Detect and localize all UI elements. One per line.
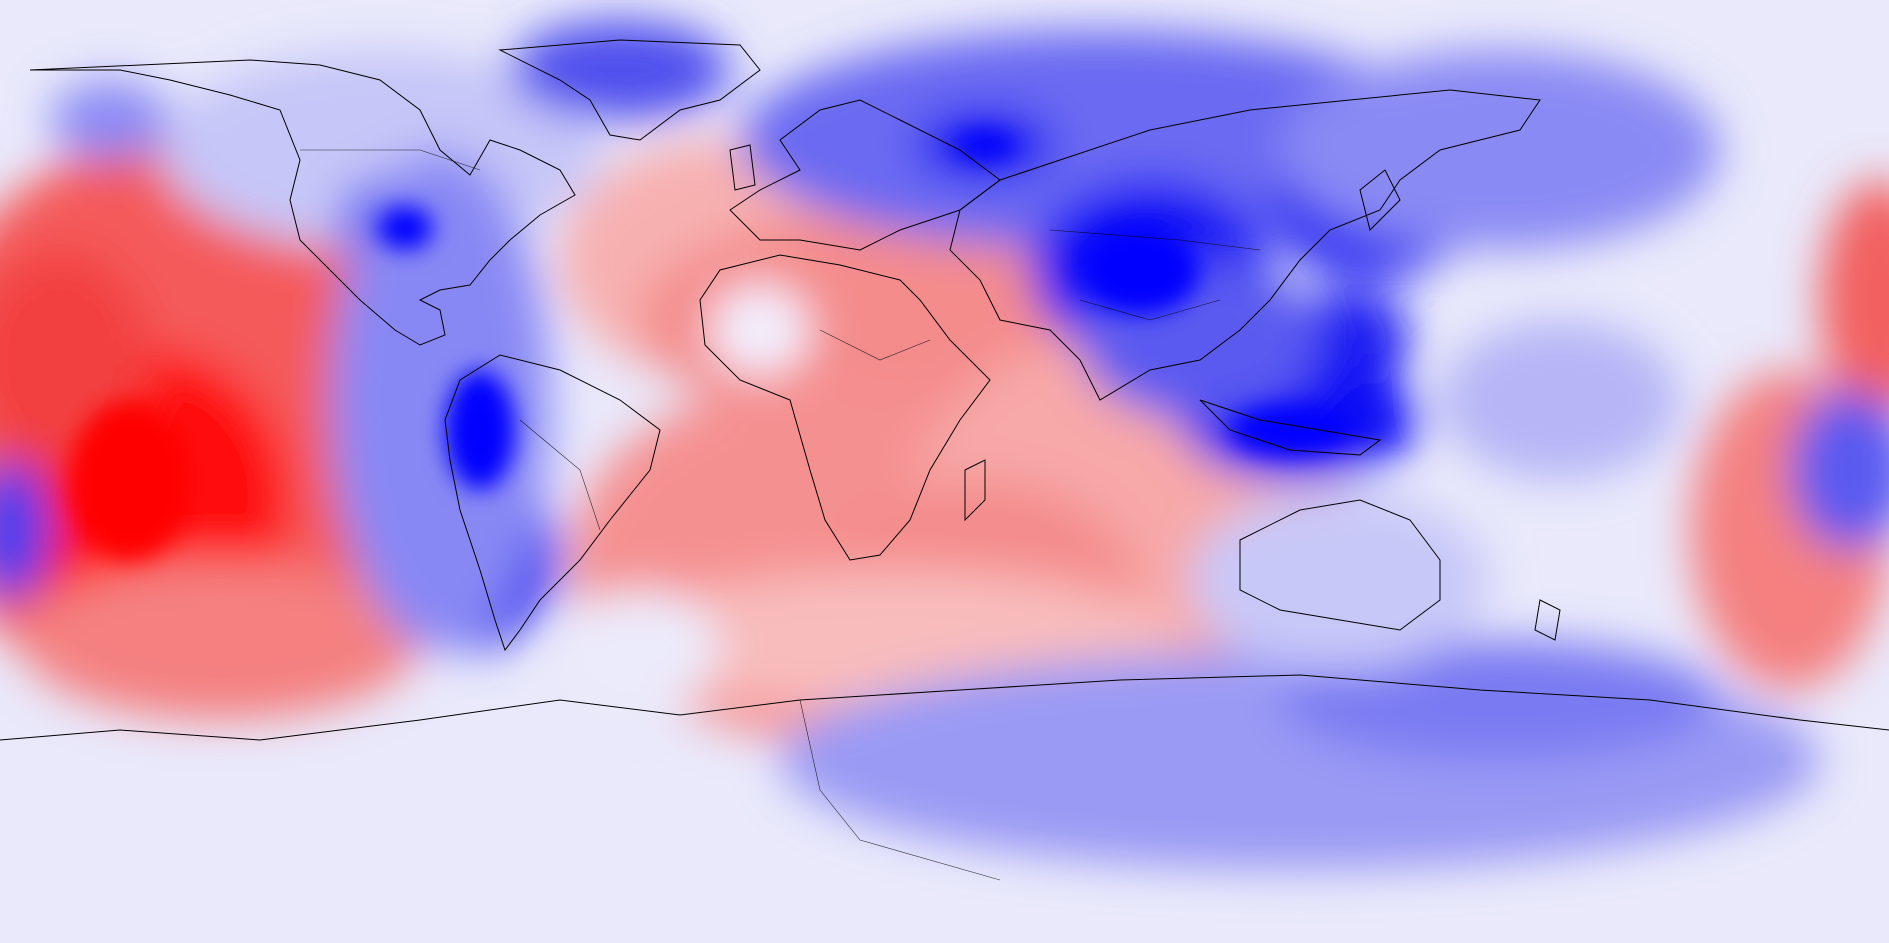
coastline-uk (729, 144, 756, 191)
anomaly-region-eastern-edge-negative (1790, 390, 1889, 550)
coastline-europe (729, 99, 1001, 251)
anomaly-region-dateline-positive (1820, 180, 1889, 420)
coastline-japan (1359, 169, 1401, 231)
coastline-south-america (444, 354, 661, 652)
anomaly-peak-tibet-negative (1080, 225, 1200, 315)
border-line (1079, 299, 1221, 321)
anomaly-region-eastern-pacific-negative-band (330, 150, 550, 650)
anomaly-region-western-edge-negative (0, 460, 50, 600)
coastline-antarctica (0, 674, 1889, 741)
anomaly-region-pacific-positive-south (20, 560, 420, 720)
anomaly-region-greenland-negative (510, 20, 730, 120)
coastline-madagascar (964, 459, 986, 522)
anomaly-peak-pacific-positive (70, 400, 190, 560)
border-line (519, 419, 601, 531)
anomaly-region-north-africa-neutral (710, 285, 810, 375)
anomaly-field (0, 20, 1889, 870)
anomaly-peak-siberia-negative (955, 131, 1015, 159)
anomaly-region-australia-negative (1190, 490, 1490, 670)
coastlines (0, 39, 1889, 741)
anomaly-region-central-pacific-negative (1440, 320, 1680, 480)
coastline-asia (949, 89, 1541, 401)
anomaly-peak-maritime-negative (1230, 405, 1350, 455)
anomaly-region-east-asia-negative (1280, 50, 1720, 250)
coastline-australia (1239, 499, 1441, 631)
border-line (1049, 229, 1261, 251)
country-borders (300, 149, 1261, 881)
coastline-greenland (498, 39, 761, 141)
border-line (819, 329, 931, 361)
coastline-new-zealand (1534, 599, 1561, 641)
anomaly-region-alaska-negative (50, 80, 170, 160)
coastline-indonesia (1199, 399, 1382, 456)
anomaly-region-southern-ocean-negative (1280, 640, 1720, 760)
anomaly-peak-andes-negative (445, 370, 515, 490)
border-line (799, 699, 1001, 881)
coastline-north-america (29, 59, 576, 346)
anomaly-region-south-atlantic-neutral (560, 590, 720, 710)
anomaly-field-highlights (70, 131, 1350, 560)
border-line (300, 149, 481, 171)
coastline-africa (699, 254, 991, 561)
anomaly-peak-eastern-us-negative (377, 206, 433, 250)
